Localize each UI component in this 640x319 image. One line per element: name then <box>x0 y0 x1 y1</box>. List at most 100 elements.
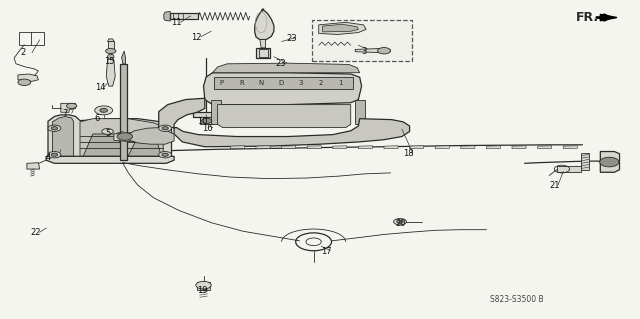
Text: 17: 17 <box>321 247 332 256</box>
Polygon shape <box>260 40 266 48</box>
Text: 14: 14 <box>95 83 105 92</box>
Polygon shape <box>230 146 244 149</box>
Text: 12: 12 <box>191 33 201 42</box>
Polygon shape <box>486 146 500 149</box>
Text: 22: 22 <box>31 228 41 237</box>
Polygon shape <box>319 22 366 34</box>
Text: 10: 10 <box>197 117 207 126</box>
Polygon shape <box>214 77 353 89</box>
Polygon shape <box>211 100 221 124</box>
Polygon shape <box>164 11 170 21</box>
Polygon shape <box>384 146 398 149</box>
Text: 11: 11 <box>172 18 182 27</box>
Polygon shape <box>159 98 410 147</box>
Circle shape <box>51 153 58 156</box>
Text: D: D <box>278 80 284 86</box>
Polygon shape <box>282 146 296 149</box>
Polygon shape <box>204 73 362 105</box>
Text: 20: 20 <box>396 219 406 228</box>
Polygon shape <box>48 115 172 160</box>
Polygon shape <box>600 152 620 172</box>
Text: FR.: FR. <box>576 11 599 24</box>
Circle shape <box>159 125 172 131</box>
Polygon shape <box>212 63 360 73</box>
Polygon shape <box>80 119 163 156</box>
Text: S823-S3500 B: S823-S3500 B <box>490 295 543 304</box>
Text: 4: 4 <box>46 153 51 162</box>
Polygon shape <box>255 9 274 40</box>
Polygon shape <box>355 48 390 53</box>
Circle shape <box>162 153 168 156</box>
Polygon shape <box>323 24 358 32</box>
Circle shape <box>100 108 108 112</box>
Polygon shape <box>128 128 174 144</box>
Polygon shape <box>170 13 198 19</box>
Polygon shape <box>122 51 125 64</box>
Text: N: N <box>259 80 264 86</box>
Text: P: P <box>220 80 223 86</box>
Text: 23: 23 <box>287 34 298 43</box>
Polygon shape <box>256 48 270 58</box>
Circle shape <box>394 219 406 225</box>
Text: 18: 18 <box>403 149 414 158</box>
Circle shape <box>600 157 619 167</box>
Polygon shape <box>108 41 114 51</box>
Text: R: R <box>239 80 244 86</box>
Polygon shape <box>557 166 581 172</box>
Polygon shape <box>27 163 40 169</box>
Text: 21: 21 <box>549 181 559 190</box>
Circle shape <box>48 125 61 131</box>
Polygon shape <box>96 108 104 112</box>
Circle shape <box>159 152 172 158</box>
Polygon shape <box>108 39 114 41</box>
Polygon shape <box>18 74 38 81</box>
Polygon shape <box>307 146 321 149</box>
Polygon shape <box>461 146 475 149</box>
Polygon shape <box>61 103 76 112</box>
Polygon shape <box>197 282 210 290</box>
Text: 7: 7 <box>63 109 68 118</box>
Text: 6: 6 <box>95 114 100 122</box>
Polygon shape <box>355 100 365 124</box>
Bar <box>312 20 412 61</box>
Text: 1: 1 <box>338 80 343 86</box>
Polygon shape <box>52 116 74 156</box>
Circle shape <box>95 106 113 115</box>
Circle shape <box>162 127 168 130</box>
Polygon shape <box>358 146 372 149</box>
Polygon shape <box>563 146 577 149</box>
Polygon shape <box>114 132 140 142</box>
Text: 3: 3 <box>298 80 303 86</box>
Text: 19: 19 <box>197 286 207 295</box>
Polygon shape <box>256 146 270 149</box>
Text: 2: 2 <box>319 80 323 86</box>
Circle shape <box>102 129 113 134</box>
Circle shape <box>378 48 390 54</box>
Text: 16: 16 <box>202 124 212 133</box>
Polygon shape <box>538 146 552 149</box>
Circle shape <box>48 152 61 158</box>
Polygon shape <box>46 156 174 163</box>
Circle shape <box>106 48 116 54</box>
Text: 2: 2 <box>20 48 26 57</box>
Circle shape <box>51 127 58 130</box>
Circle shape <box>18 79 31 85</box>
Text: 3: 3 <box>362 47 367 56</box>
Polygon shape <box>200 117 214 124</box>
Polygon shape <box>512 146 526 149</box>
Polygon shape <box>581 153 589 170</box>
Polygon shape <box>120 64 127 160</box>
Circle shape <box>117 133 132 140</box>
Text: 15: 15 <box>104 57 114 66</box>
Polygon shape <box>128 137 161 156</box>
Polygon shape <box>410 146 424 149</box>
Circle shape <box>196 281 211 289</box>
Circle shape <box>397 220 403 223</box>
Polygon shape <box>600 14 617 21</box>
Polygon shape <box>193 112 218 117</box>
Circle shape <box>202 118 212 123</box>
Circle shape <box>67 103 77 108</box>
Polygon shape <box>333 146 347 149</box>
Polygon shape <box>435 146 449 149</box>
Text: 5: 5 <box>106 130 111 138</box>
